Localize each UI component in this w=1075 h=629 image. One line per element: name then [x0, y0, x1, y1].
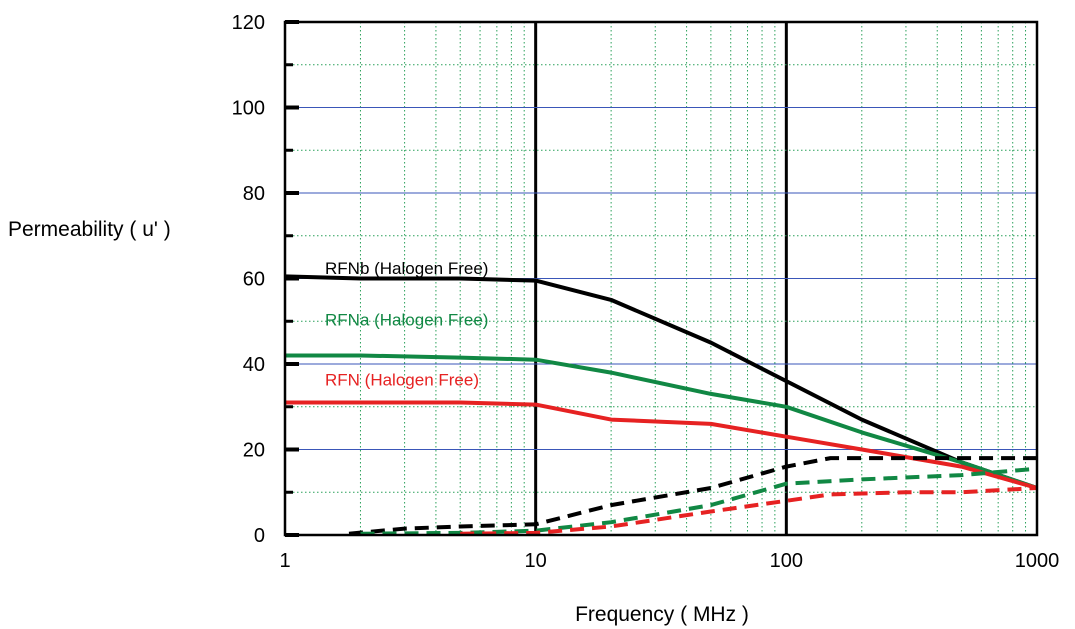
series-line-dashed: [460, 486, 1038, 536]
series-label: RFNa (Halogen Free): [325, 311, 488, 330]
tick-marks: [285, 20, 299, 537]
y-tick-label: 20: [243, 440, 265, 462]
series-line-dashed: [348, 456, 1037, 536]
series-line-dashed: [360, 466, 1038, 536]
series-line: [285, 353, 1038, 490]
x-tick-label: 1: [279, 550, 290, 572]
x-tick-label: 1000: [1015, 550, 1060, 572]
x-axis-title: Frequency ( MHz ): [575, 603, 749, 626]
x-tick-label: 10: [525, 550, 547, 572]
x-tick-label: 100: [770, 550, 803, 572]
series-labels: RFNb (Halogen Free) RFNa (Halogen Free) RF…: [325, 259, 488, 389]
series-line: [285, 400, 1038, 490]
series-label: RFN (Halogen Free): [325, 370, 479, 389]
y-tick-label: 80: [243, 183, 265, 205]
y-tick-label: 120: [232, 12, 265, 34]
y-axis-title: Permeability ( u' ): [8, 218, 171, 241]
series-line: [284, 274, 1038, 490]
y-tick-label: 40: [243, 354, 265, 376]
series-label: RFNb (Halogen Free): [325, 259, 488, 278]
y-tick-label: 100: [232, 98, 265, 120]
y-tick-label: 60: [243, 269, 265, 291]
y-tick-label: 0: [254, 525, 265, 547]
series-lines: [284, 274, 1038, 536]
